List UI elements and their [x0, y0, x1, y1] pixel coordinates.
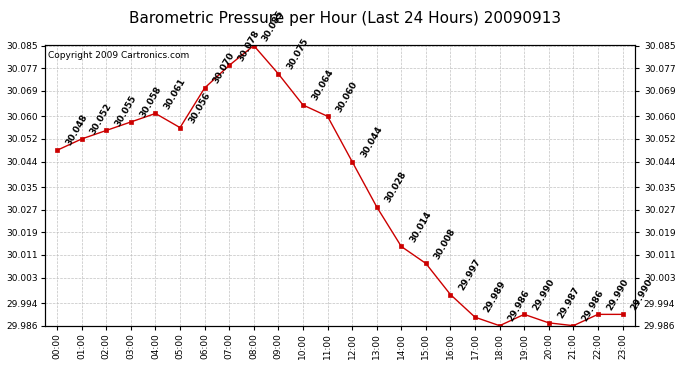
Text: 30.055: 30.055 [113, 93, 138, 128]
Text: 30.085: 30.085 [261, 9, 286, 43]
Text: Barometric Pressure per Hour (Last 24 Hours) 20090913: Barometric Pressure per Hour (Last 24 Ho… [129, 11, 561, 26]
Text: 29.990: 29.990 [531, 277, 556, 312]
Text: 29.987: 29.987 [555, 285, 581, 320]
Text: 30.014: 30.014 [408, 209, 433, 244]
Text: 30.075: 30.075 [286, 37, 310, 71]
Text: 29.997: 29.997 [457, 257, 483, 292]
Text: 30.078: 30.078 [236, 28, 262, 63]
Text: 30.060: 30.060 [335, 80, 359, 114]
Text: 29.989: 29.989 [482, 280, 507, 314]
Text: 30.058: 30.058 [138, 85, 163, 119]
Text: 29.990: 29.990 [629, 277, 655, 312]
Text: 29.990: 29.990 [605, 277, 630, 312]
Text: 29.986: 29.986 [506, 288, 532, 323]
Text: 30.028: 30.028 [384, 170, 408, 204]
Text: 30.070: 30.070 [212, 51, 237, 85]
Text: 30.064: 30.064 [310, 68, 335, 102]
Text: 30.052: 30.052 [89, 102, 114, 136]
Text: Copyright 2009 Cartronics.com: Copyright 2009 Cartronics.com [48, 51, 189, 60]
Text: 29.986: 29.986 [580, 288, 606, 323]
Text: 30.056: 30.056 [187, 91, 212, 125]
Text: 30.061: 30.061 [162, 76, 188, 111]
Text: 30.048: 30.048 [64, 113, 89, 147]
Text: 30.008: 30.008 [433, 226, 457, 261]
Text: 30.044: 30.044 [359, 124, 384, 159]
